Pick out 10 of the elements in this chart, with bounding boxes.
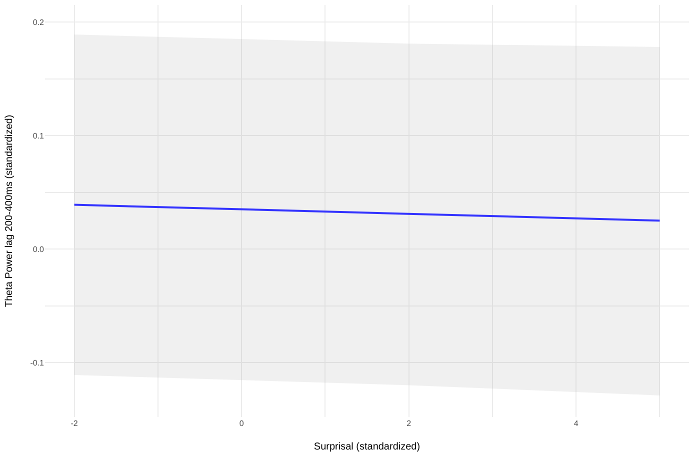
y-axis-title: Theta Power lag 200-400ms (standardized) <box>4 114 16 308</box>
x-axis-title: Surprisal (standardized) <box>314 442 420 452</box>
x-tick-label: 2 <box>406 419 412 428</box>
y-tick-label: 0.2 <box>32 18 45 27</box>
x-tick-label: -2 <box>70 419 78 428</box>
y-tick-label: -0.1 <box>30 358 45 368</box>
y-tick-label: 0.0 <box>32 244 45 254</box>
y-tick-label: 0.1 <box>32 131 45 140</box>
x-tick-label: 4 <box>574 419 579 428</box>
x-tick-label: 0 <box>239 419 244 428</box>
